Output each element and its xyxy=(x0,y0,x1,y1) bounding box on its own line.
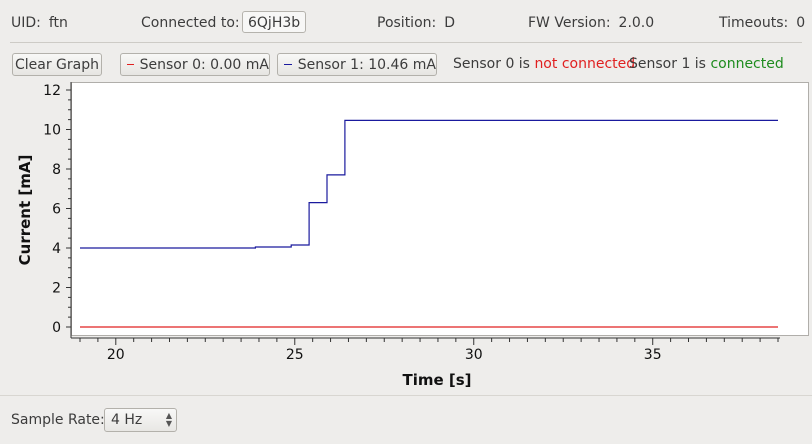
sensor0-status: Sensor 0 is not connected xyxy=(453,56,635,72)
series-line-sensor1 xyxy=(80,119,778,249)
y-axis-label: Current [mA] xyxy=(16,155,34,266)
sensor1-button-label: Sensor 1: 10.46 mA xyxy=(297,56,436,73)
uid-label: UID: xyxy=(11,15,41,31)
sample-rate-label: Sample Rate: xyxy=(11,412,105,428)
fw-version-value: 2.0.0 xyxy=(618,15,655,31)
y-tick-label: 10 xyxy=(43,123,61,139)
x-tick-label: 35 xyxy=(644,347,662,363)
connected-uid-link[interactable]: 6QjH3b xyxy=(242,11,307,33)
sensor1-status: Sensor 1 is connected xyxy=(629,56,784,72)
sensor1-legend-swatch xyxy=(284,64,292,65)
y-tick-label: 6 xyxy=(52,202,61,218)
y-tick-label: 2 xyxy=(52,281,61,297)
device-info-bar: UID: ftn Connected to: 6QjH3b Position: D … xyxy=(0,0,812,46)
sensor0-status-value: not connected xyxy=(534,56,636,72)
sensor1-status-value: connected xyxy=(710,56,784,72)
uid-field: UID: ftn xyxy=(11,15,68,31)
position-field: Position: D xyxy=(377,15,455,31)
clear-graph-button[interactable]: Clear Graph xyxy=(12,53,102,76)
uid-value: ftn xyxy=(48,15,68,31)
x-tick-label: 30 xyxy=(465,347,483,363)
footer-divider xyxy=(0,395,812,396)
sensor1-status-prefix: Sensor 1 is xyxy=(629,56,706,72)
x-axis-label: Time [s] xyxy=(402,371,471,389)
sensor0-status-prefix: Sensor 0 is xyxy=(453,56,530,72)
sample-rate-value: 4 Hz xyxy=(111,412,143,428)
y-tick-label: 4 xyxy=(52,241,61,257)
timeouts-label: Timeouts: xyxy=(719,15,789,31)
sample-rate-select[interactable]: 4 Hz ▲ ▼ xyxy=(104,408,177,432)
y-tick-label: 8 xyxy=(52,162,61,178)
y-tick-label: 0 xyxy=(52,320,61,336)
sensor0-legend-swatch xyxy=(127,64,134,65)
y-tick-label: 12 xyxy=(43,83,61,99)
timeouts-field: Timeouts: 0 xyxy=(719,15,805,31)
plot-background xyxy=(71,82,809,336)
fw-version-label: FW Version: xyxy=(528,15,611,31)
sensor0-toggle-button[interactable]: Sensor 0: 0.00 mA xyxy=(120,53,270,76)
sensor1-toggle-button[interactable]: Sensor 1: 10.46 mA xyxy=(277,53,437,76)
header-divider xyxy=(10,42,802,43)
spinner-arrows-icon: ▲ ▼ xyxy=(165,411,172,428)
sensor0-button-label: Sensor 0: 0.00 mA xyxy=(139,56,269,73)
connected-to-label: Connected to: xyxy=(141,15,240,31)
x-tick-label: 20 xyxy=(107,347,125,363)
position-value: D xyxy=(444,15,456,31)
fw-version-field: FW Version: 2.0.0 xyxy=(528,15,654,31)
current-chart: 0 2 4 6 8 10 12 20 25 30 35 Time [s] Current [mA] xyxy=(16,82,780,389)
x-tick-label: 25 xyxy=(286,347,304,363)
position-label: Position: xyxy=(377,15,437,31)
timeouts-value: 0 xyxy=(796,15,806,31)
